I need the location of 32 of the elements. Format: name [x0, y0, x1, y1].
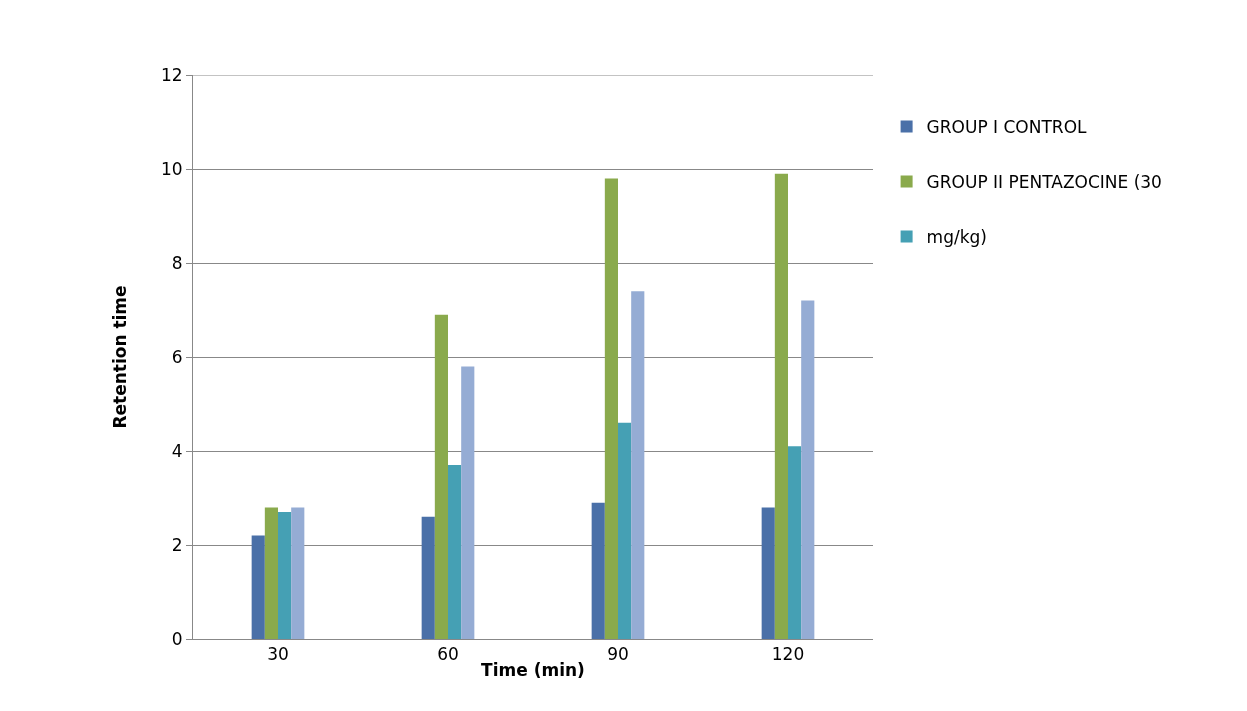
bar: [421, 516, 435, 639]
y-axis-title: Retention time: [109, 285, 130, 429]
bar: [591, 502, 605, 639]
bar: [774, 173, 788, 639]
bar: [788, 446, 802, 639]
bar: [448, 465, 462, 639]
bar: [291, 507, 305, 639]
y-tick-label: 4: [171, 440, 183, 461]
bar: [801, 300, 815, 639]
bar: [461, 366, 475, 639]
bar: [631, 291, 645, 639]
bar: [761, 507, 775, 639]
y-tick-label: 10: [160, 158, 183, 179]
bar: [251, 535, 265, 639]
legend-label: GROUP I CONTROL: [926, 117, 1088, 138]
legend-label: GROUP II PENTAZOCINE (30: [926, 172, 1162, 193]
y-tick-label: 8: [171, 252, 183, 273]
bar: [604, 178, 618, 639]
legend-label: mg/kg): [926, 227, 987, 248]
x-tick-label: 120: [771, 644, 805, 665]
y-tick-label: 12: [160, 64, 183, 85]
bar: [618, 422, 632, 639]
x-tick-label: 30: [267, 644, 289, 665]
x-tick-label: 60: [437, 644, 459, 665]
bar: [264, 507, 278, 639]
bar: [434, 314, 448, 639]
x-tick-label: 90: [607, 644, 629, 665]
x-axis-title: Time (min): [481, 659, 585, 680]
y-tick-label: 0: [171, 628, 183, 649]
y-tick-label: 6: [171, 346, 183, 367]
y-tick-label: 2: [171, 534, 183, 555]
bar: [278, 512, 292, 639]
